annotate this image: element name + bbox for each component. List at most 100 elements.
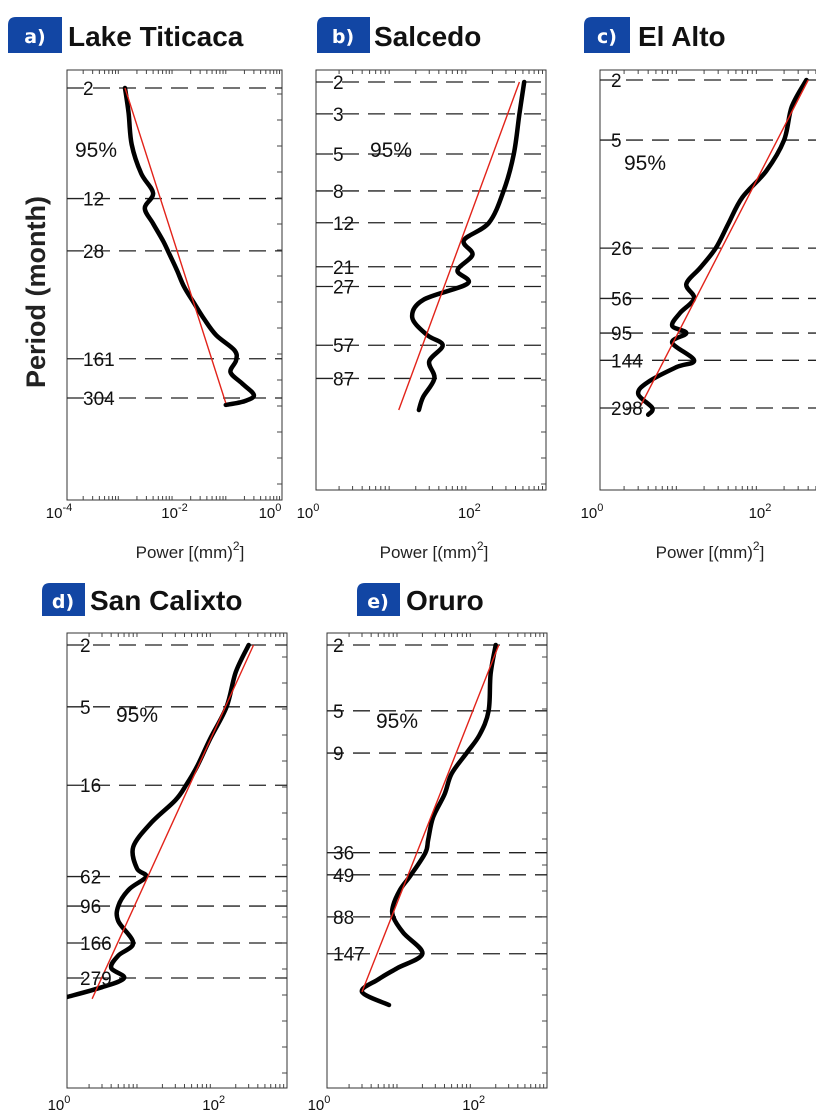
plot-frame bbox=[599, 69, 816, 491]
panel-badge bbox=[317, 17, 370, 53]
period-label-2: 2 bbox=[333, 73, 344, 94]
x-tick-label: 102 bbox=[462, 1094, 485, 1114]
x-tick-exp: 0 bbox=[324, 1094, 330, 1106]
plot-frame bbox=[315, 69, 547, 491]
x-tick-label: 100 bbox=[308, 1094, 331, 1114]
panel-title: Lake Titicaca bbox=[68, 21, 244, 52]
period-label-144: 144 bbox=[611, 351, 643, 372]
confidence-label: 95% bbox=[376, 710, 418, 733]
frame-ticks bbox=[88, 633, 287, 1088]
panel-title: Salcedo bbox=[374, 21, 481, 52]
x-tick-label: 10-2 bbox=[161, 502, 187, 522]
x-tick-base: 10 bbox=[308, 1097, 325, 1114]
panel-title: El Alto bbox=[638, 21, 726, 52]
x-axis-label: Power [(mm)2] bbox=[380, 539, 489, 562]
period-label-16: 16 bbox=[80, 776, 101, 797]
x-tick-label: 102 bbox=[202, 1094, 225, 1114]
x-axis-label: Power [(mm)2] bbox=[136, 539, 245, 562]
period-label-27: 27 bbox=[333, 278, 354, 299]
period-label-56: 56 bbox=[611, 289, 632, 310]
period-label-12: 12 bbox=[83, 190, 104, 211]
period-label-166: 166 bbox=[80, 934, 112, 955]
x-tick-exp: 0 bbox=[313, 502, 319, 514]
panel-title: Oruro bbox=[406, 585, 484, 616]
x-tick-exp: -2 bbox=[178, 502, 188, 514]
period-label-62: 62 bbox=[80, 868, 101, 889]
frame-ticks bbox=[623, 70, 816, 490]
x-tick-exp: 2 bbox=[475, 502, 481, 514]
x-axis-label-close: ] bbox=[484, 543, 489, 562]
period-label-161: 161 bbox=[83, 350, 115, 371]
plot-frame bbox=[66, 632, 288, 1089]
period-label-2: 2 bbox=[80, 636, 91, 657]
x-axis-label-text: Power [(mm) bbox=[380, 543, 477, 562]
plot-frame bbox=[66, 69, 283, 501]
y-axis-label: Period (month) bbox=[21, 196, 51, 388]
panel-letter: d) bbox=[52, 591, 74, 613]
period-label-298: 298 bbox=[611, 399, 643, 420]
x-tick-base: 10 bbox=[161, 505, 178, 522]
x-tick-label: 102 bbox=[749, 502, 772, 522]
x-axis-label: Power [(mm)2] bbox=[656, 539, 765, 562]
x-axis-label-close: ] bbox=[760, 543, 765, 562]
panel-badge bbox=[8, 17, 62, 53]
x-tick-label: 102 bbox=[458, 502, 481, 522]
frame-ticks bbox=[348, 633, 547, 1088]
x-axis-label-sup: 2 bbox=[477, 539, 484, 553]
period-label-36: 36 bbox=[333, 844, 354, 865]
x-tick-exp: 0 bbox=[275, 502, 281, 514]
period-label-5: 5 bbox=[611, 131, 622, 152]
confidence-label: 95% bbox=[624, 152, 666, 175]
x-tick-base: 10 bbox=[458, 505, 475, 522]
period-label-3: 3 bbox=[333, 105, 344, 126]
period-label-26: 26 bbox=[611, 239, 632, 260]
plot-frame bbox=[326, 632, 548, 1089]
x-tick-base: 10 bbox=[48, 1097, 65, 1114]
fit-line bbox=[639, 79, 809, 407]
period-label-87: 87 bbox=[333, 369, 354, 390]
period-label-304: 304 bbox=[83, 389, 115, 410]
fit-line bbox=[124, 87, 227, 404]
x-tick-base: 10 bbox=[749, 505, 766, 522]
fit-line bbox=[361, 644, 500, 993]
x-tick-exp: -4 bbox=[62, 502, 72, 514]
x-tick-base: 10 bbox=[462, 1097, 479, 1114]
fit-line bbox=[398, 81, 521, 411]
x-axis-label-text: Power [(mm) bbox=[136, 543, 233, 562]
confidence-label: 95% bbox=[116, 704, 158, 727]
period-label-21: 21 bbox=[333, 258, 354, 279]
x-tick-base: 10 bbox=[259, 505, 276, 522]
panel-badge bbox=[42, 583, 85, 616]
confidence-label: 95% bbox=[75, 139, 117, 162]
panel-badge bbox=[584, 17, 630, 53]
period-label-96: 96 bbox=[80, 897, 101, 918]
x-axis-label-text: Power [(mm) bbox=[656, 543, 753, 562]
period-label-88: 88 bbox=[333, 908, 354, 929]
fit-line bbox=[91, 644, 255, 1000]
x-tick-label: 100 bbox=[297, 502, 320, 522]
confidence-label: 95% bbox=[370, 139, 412, 162]
x-tick-label: 100 bbox=[581, 502, 604, 522]
x-tick-base: 10 bbox=[46, 505, 63, 522]
x-tick-exp: 2 bbox=[219, 1094, 225, 1106]
spectrum-curve bbox=[409, 79, 527, 413]
period-label-95: 95 bbox=[611, 324, 632, 345]
spectrum-curve bbox=[635, 77, 809, 417]
spectrum-curve bbox=[359, 642, 498, 1008]
period-label-5: 5 bbox=[333, 145, 344, 166]
panel-letter: b) bbox=[332, 26, 354, 48]
x-tick-base: 10 bbox=[202, 1097, 219, 1114]
period-label-49: 49 bbox=[333, 866, 354, 887]
panel-letter: e) bbox=[367, 591, 389, 613]
frame-ticks bbox=[338, 70, 546, 490]
panel-badge bbox=[357, 583, 400, 616]
x-tick-base: 10 bbox=[581, 505, 598, 522]
period-label-5: 5 bbox=[333, 702, 344, 723]
x-tick-exp: 0 bbox=[597, 502, 603, 514]
